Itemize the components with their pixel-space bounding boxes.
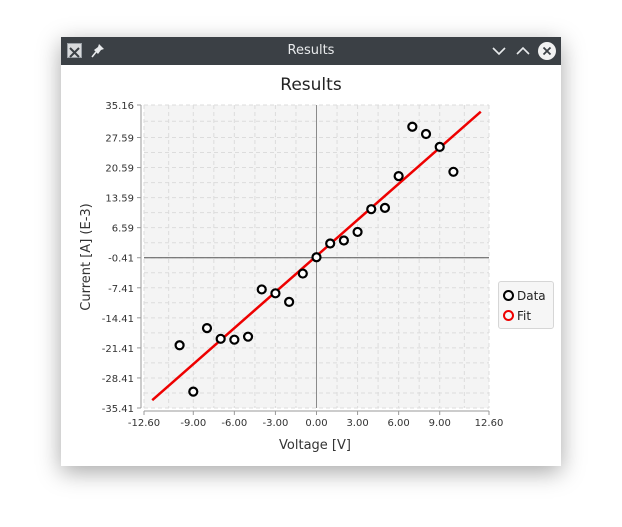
legend-label-data: Data bbox=[517, 289, 546, 303]
chevron-down-icon bbox=[492, 47, 506, 56]
x-tick-label: 3.00 bbox=[346, 418, 368, 429]
y-tick-label: 13.59 bbox=[105, 194, 134, 205]
data-point bbox=[311, 252, 322, 263]
legend-item-data[interactable]: Data bbox=[503, 287, 546, 305]
pin-icon[interactable] bbox=[91, 43, 105, 59]
data-point bbox=[297, 268, 308, 279]
data-point bbox=[215, 333, 226, 344]
title-bar[interactable]: Results bbox=[61, 37, 561, 65]
tick-labels: -12.60 -9.00 -6.00 -3.00 0.00 3.00 6.00 9.00 12.… bbox=[102, 101, 504, 429]
data-point bbox=[325, 238, 336, 249]
results-chart: Results -12.60 -9.00 -6.00 -3.00 0.00 3.00 6.0… bbox=[79, 75, 504, 453]
data-point bbox=[338, 235, 349, 246]
data-point bbox=[174, 340, 185, 351]
data-point bbox=[434, 141, 445, 153]
close-icon bbox=[538, 42, 556, 60]
y-tick-label: -28.41 bbox=[102, 374, 134, 385]
legend-item-fit[interactable]: Fit bbox=[503, 307, 531, 325]
x-tick-label: 6.00 bbox=[388, 418, 410, 429]
data-point bbox=[366, 204, 377, 215]
data-point bbox=[256, 284, 267, 295]
data-point bbox=[284, 296, 295, 308]
x-tick-label: 12.60 bbox=[475, 418, 504, 429]
legend-label-fit: Fit bbox=[517, 309, 532, 323]
data-point bbox=[393, 171, 404, 182]
y-tick-label: -0.41 bbox=[108, 254, 134, 265]
minimize-button[interactable] bbox=[489, 41, 509, 61]
data-point bbox=[270, 288, 281, 299]
app-x-icon bbox=[67, 43, 82, 58]
y-tick-label: 20.59 bbox=[105, 164, 134, 175]
legend: Data Fit bbox=[498, 281, 554, 329]
x-tick-label: -12.60 bbox=[128, 418, 160, 429]
data-point bbox=[420, 128, 432, 140]
y-tick-label: 6.59 bbox=[112, 224, 134, 235]
data-point bbox=[229, 334, 240, 345]
y-tick-label: 35.16 bbox=[105, 101, 134, 112]
grid-lines bbox=[143, 104, 490, 409]
data-point bbox=[242, 331, 254, 342]
y-tick-label: -7.41 bbox=[108, 284, 134, 295]
x-tick-label: -3.00 bbox=[262, 418, 288, 429]
fit-marker-icon bbox=[503, 310, 514, 321]
data-point bbox=[407, 121, 418, 132]
data-point bbox=[448, 166, 459, 177]
close-button[interactable] bbox=[537, 41, 557, 61]
y-tick-label: -35.41 bbox=[102, 404, 134, 415]
series bbox=[151, 110, 482, 402]
x-axis-label: Voltage [V] bbox=[279, 438, 351, 453]
chevron-up-icon bbox=[516, 46, 530, 55]
maximize-button[interactable] bbox=[513, 41, 533, 61]
x-tick-label: -6.00 bbox=[221, 418, 247, 429]
y-tick-label: -21.41 bbox=[102, 344, 134, 355]
y-tick-label: -14.41 bbox=[102, 314, 134, 325]
chart-title: Results bbox=[280, 75, 342, 95]
data-point bbox=[201, 322, 213, 334]
data-point bbox=[379, 202, 391, 213]
data-point bbox=[352, 226, 363, 238]
window-title: Results bbox=[287, 43, 335, 58]
chart-area: Results -12.60 -9.00 -6.00 -3.00 0.00 3.00 6.0… bbox=[61, 65, 561, 466]
y-axis-label: Current [A] (E-3) bbox=[79, 203, 94, 310]
x-tick-label: -9.00 bbox=[180, 418, 206, 429]
x-tick-label: 9.00 bbox=[429, 418, 451, 429]
y-tick-label: 27.59 bbox=[105, 134, 134, 145]
results-window: Results Results -12.60 -9.00 -6.00 -3.00 0.0… bbox=[61, 37, 561, 466]
x-tick-label: 0.00 bbox=[305, 418, 327, 429]
data-marker-icon bbox=[503, 290, 514, 301]
data-point bbox=[188, 386, 199, 397]
